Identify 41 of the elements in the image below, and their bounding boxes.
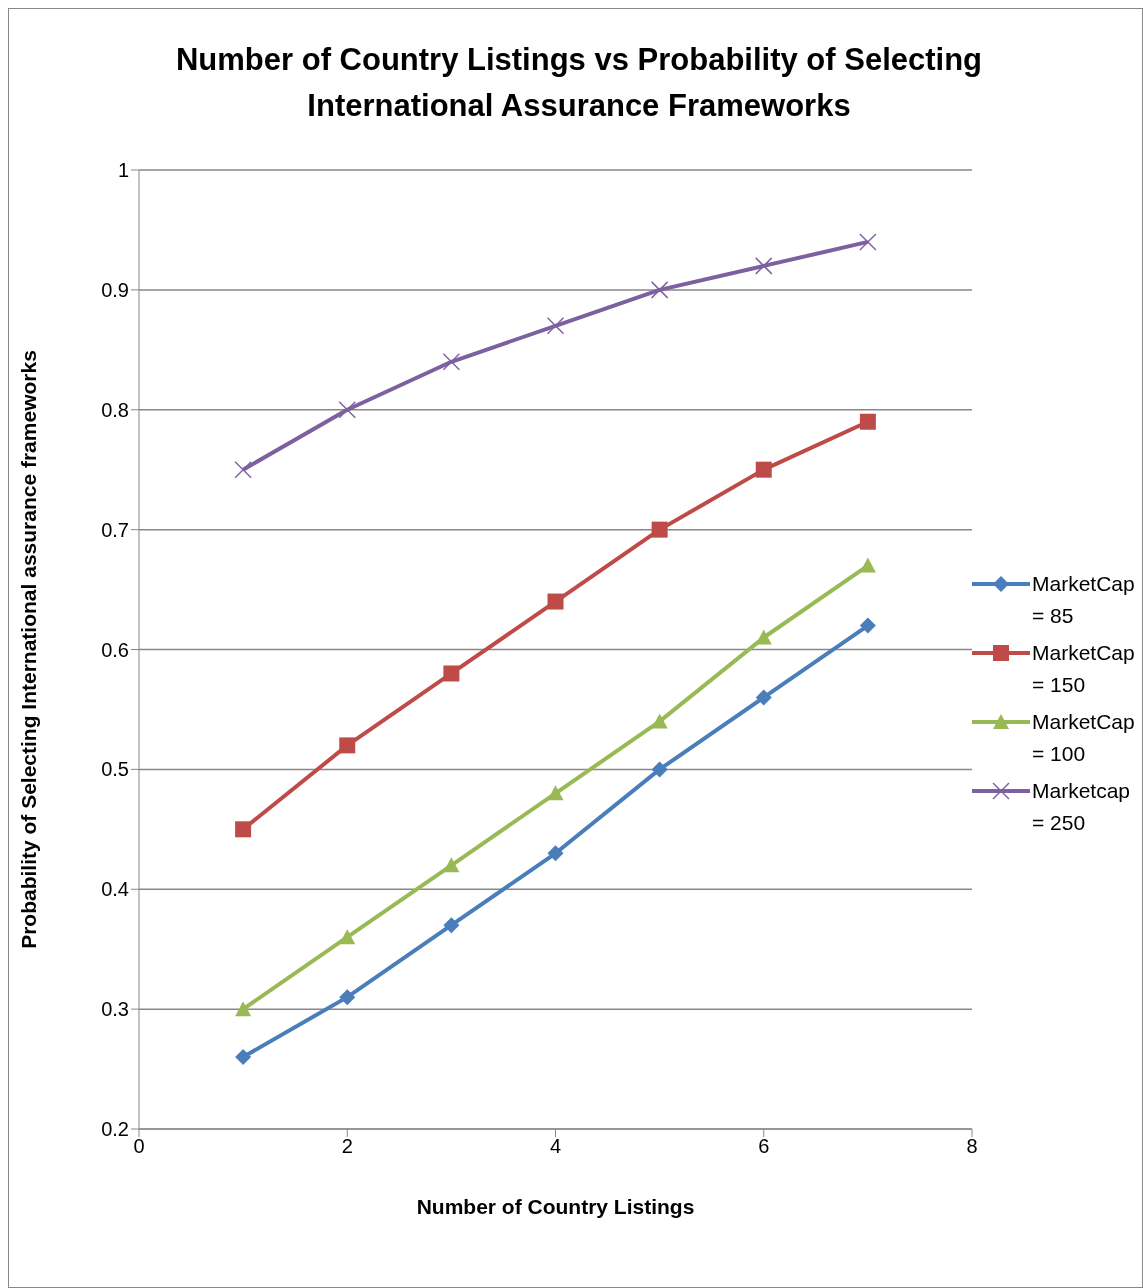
point: [547, 593, 564, 610]
point: [651, 521, 668, 538]
legend-label: MarketCap = 150: [1032, 640, 1136, 698]
point: [651, 761, 668, 778]
x-tick-label: 8: [966, 1135, 978, 1158]
legend-label: MarketCap = 85: [1032, 571, 1136, 629]
point: [235, 1001, 252, 1017]
point: [235, 1049, 252, 1066]
point: [547, 785, 564, 801]
x-tick-label: 4: [549, 1135, 562, 1158]
point: [755, 689, 772, 706]
x-tick-label: 0: [133, 1135, 145, 1158]
point: [339, 737, 356, 754]
y-axis-title: Probability of Selecting International assurance frameworks: [17, 350, 41, 949]
y-tick-label: 0.9: [101, 278, 129, 301]
x-axis-title: Number of Country Listings: [416, 1195, 695, 1218]
y-tick-label: 0.2: [101, 1118, 129, 1141]
point: [443, 917, 460, 934]
point: [547, 845, 564, 862]
y-tick-label: 0.5: [101, 758, 129, 781]
point: [339, 929, 356, 945]
legend-label: MarketCap = 100: [1032, 709, 1136, 767]
y-tick-label: 0.8: [101, 398, 129, 421]
point: [651, 713, 668, 729]
y-tick-label: 0.3: [101, 998, 129, 1021]
y-tick-label: 0.4: [101, 878, 129, 901]
point: [859, 557, 876, 573]
legend-label: Marketcap = 250: [1032, 778, 1132, 836]
x-tick-label: 6: [758, 1135, 770, 1158]
point: [443, 665, 460, 682]
y-tick-label: 0.7: [101, 518, 129, 541]
x-tick-label: 2: [341, 1135, 353, 1158]
point: [859, 617, 876, 634]
y-tick-label: 0.6: [101, 638, 129, 661]
y-tick-label: 1: [117, 159, 129, 182]
point: [339, 989, 356, 1006]
point: [859, 413, 876, 430]
chart-title: Number of Country Listings vs Probability of Selecting International Assurance Frameworks: [174, 41, 984, 125]
point: [755, 461, 772, 478]
point: [235, 821, 252, 838]
point: [443, 857, 460, 873]
